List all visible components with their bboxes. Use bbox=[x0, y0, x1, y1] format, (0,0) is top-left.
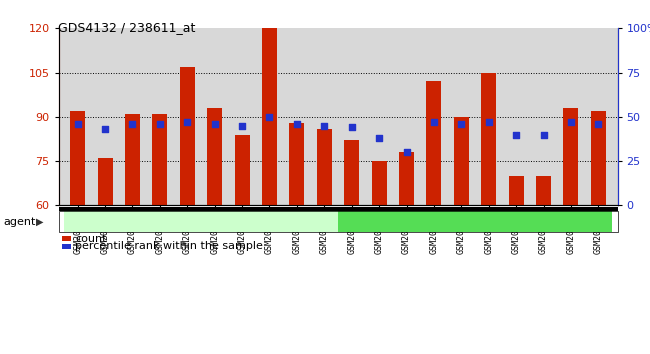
Point bbox=[319, 123, 330, 129]
Bar bbox=[399, 152, 414, 205]
Bar bbox=[591, 111, 606, 205]
Text: ▶: ▶ bbox=[36, 217, 44, 227]
Text: pretreatment: pretreatment bbox=[164, 217, 238, 227]
Point bbox=[73, 121, 83, 127]
Text: GDS4132 / 238611_at: GDS4132 / 238611_at bbox=[58, 21, 196, 34]
Bar bbox=[317, 129, 332, 205]
Bar bbox=[454, 117, 469, 205]
Point bbox=[209, 121, 220, 127]
Point bbox=[346, 125, 357, 130]
Bar bbox=[564, 108, 578, 205]
Point bbox=[429, 119, 439, 125]
Point bbox=[401, 149, 411, 155]
Point bbox=[538, 132, 549, 137]
Bar bbox=[372, 161, 387, 205]
Bar bbox=[180, 67, 195, 205]
Bar bbox=[344, 141, 359, 205]
Bar bbox=[98, 158, 112, 205]
Bar bbox=[125, 114, 140, 205]
Bar bbox=[152, 114, 168, 205]
Text: count: count bbox=[75, 234, 107, 244]
Bar bbox=[70, 111, 85, 205]
Bar bbox=[262, 28, 277, 205]
Point bbox=[484, 119, 494, 125]
Point bbox=[100, 126, 110, 132]
Point bbox=[237, 123, 247, 129]
Bar bbox=[289, 123, 304, 205]
Text: pioglitazone: pioglitazone bbox=[441, 217, 509, 227]
Point bbox=[593, 121, 603, 127]
Point bbox=[127, 121, 138, 127]
Bar bbox=[536, 176, 551, 205]
Point bbox=[566, 119, 576, 125]
Point bbox=[456, 121, 467, 127]
Point bbox=[511, 132, 521, 137]
Point bbox=[292, 121, 302, 127]
Point bbox=[182, 119, 192, 125]
Bar bbox=[235, 135, 250, 205]
Bar bbox=[426, 81, 441, 205]
Point bbox=[155, 121, 165, 127]
Text: agent: agent bbox=[3, 217, 36, 227]
Text: percentile rank within the sample: percentile rank within the sample bbox=[75, 241, 263, 251]
Point bbox=[265, 114, 275, 120]
Bar bbox=[508, 176, 524, 205]
Bar bbox=[481, 73, 496, 205]
Bar bbox=[207, 108, 222, 205]
Point bbox=[374, 135, 384, 141]
